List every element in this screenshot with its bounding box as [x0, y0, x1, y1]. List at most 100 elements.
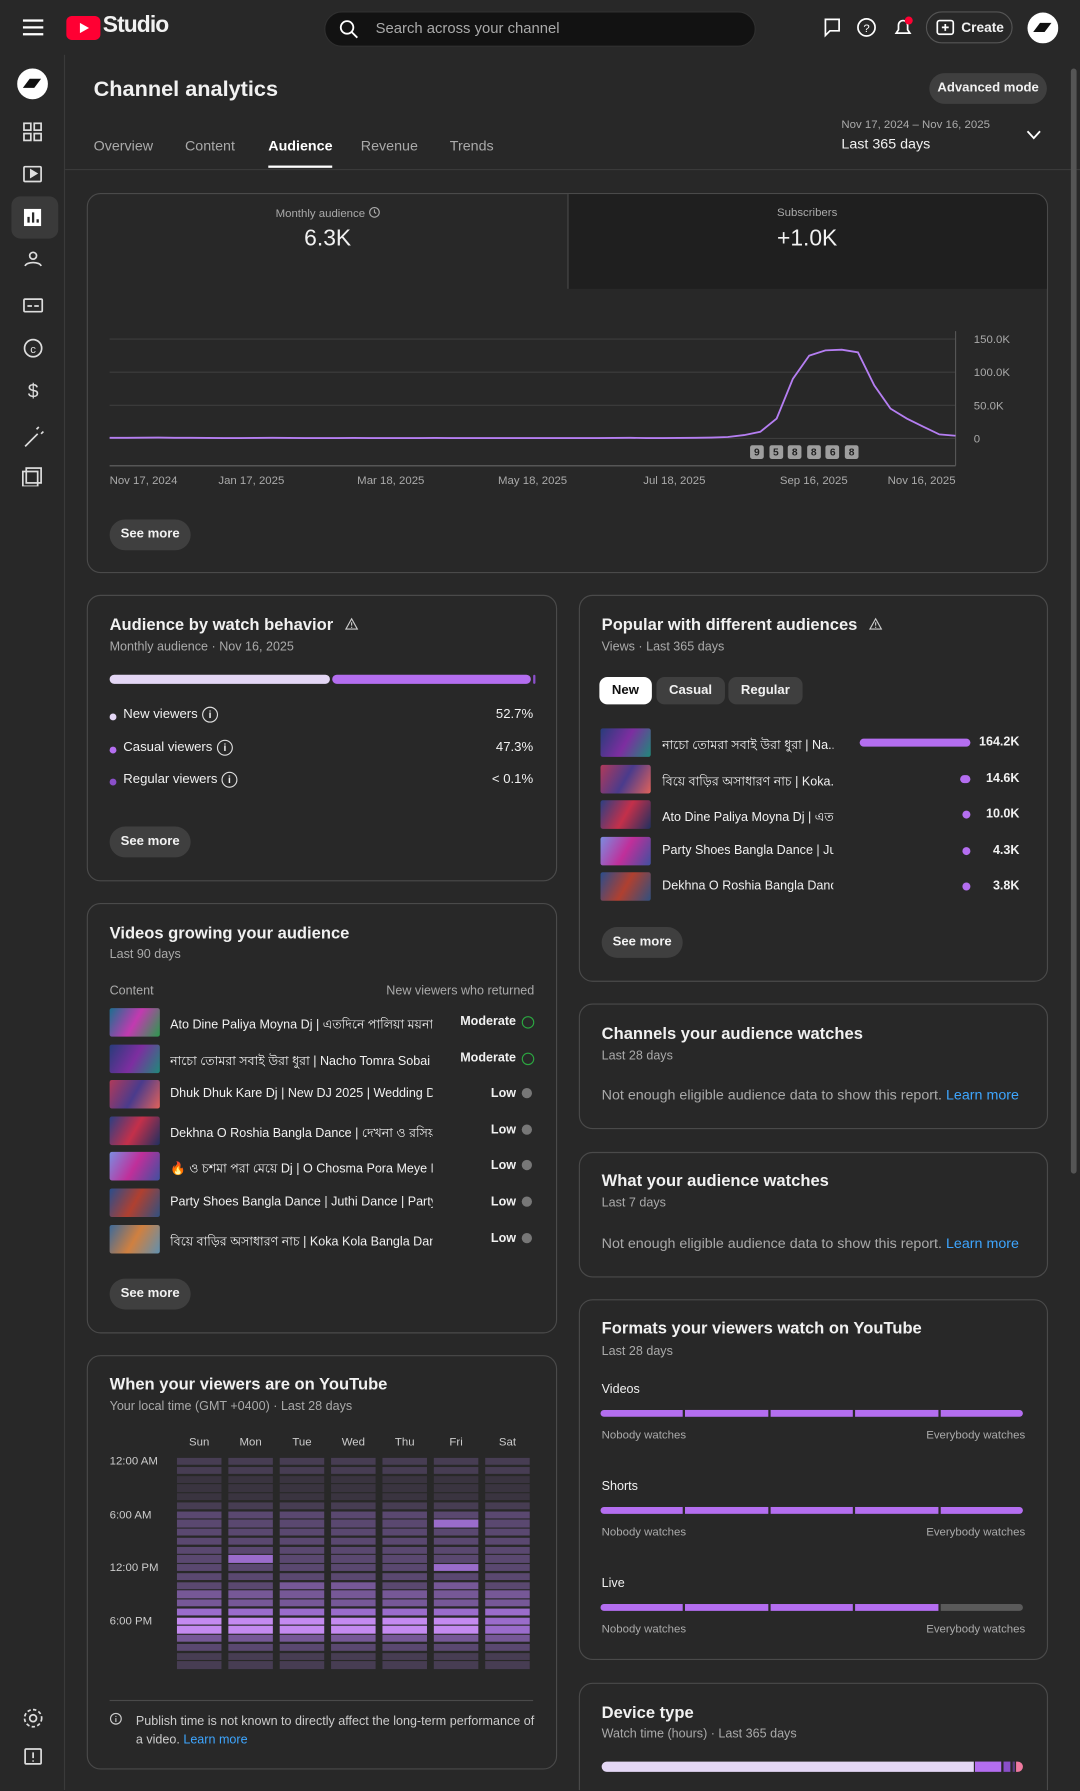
upload-marker[interactable]: 8 — [787, 445, 802, 459]
filter-chip[interactable]: New — [599, 676, 652, 705]
info-icon[interactable]: i — [202, 706, 219, 723]
thumbnail[interactable] — [109, 1116, 160, 1145]
search-box[interactable] — [324, 11, 756, 47]
thumbnail[interactable] — [600, 872, 651, 901]
heat-cell — [485, 1493, 530, 1501]
learn-more-link[interactable]: Learn more — [183, 1733, 248, 1747]
view-bar — [962, 882, 971, 891]
heat-cell — [331, 1528, 376, 1536]
tab[interactable]: Audience — [268, 138, 333, 155]
thumbnail[interactable] — [600, 764, 651, 793]
nav-icons[interactable]: c $ — [21, 121, 45, 487]
info-icon[interactable]: i — [216, 739, 233, 756]
thumbnail[interactable] — [600, 800, 651, 829]
channel-avatar[interactable] — [17, 68, 48, 100]
heat-cell — [382, 1572, 427, 1581]
device-segment — [601, 1761, 974, 1772]
heat-cell — [176, 1457, 222, 1466]
legend-label: Regular viewers — [123, 772, 218, 787]
upload-marker[interactable]: 6 — [825, 445, 840, 459]
warning-icon[interactable] — [868, 617, 883, 631]
create-button[interactable] — [925, 11, 1013, 44]
video-title[interactable]: Party Shoes Bangla Dance | Juthi Dance |… — [170, 1195, 433, 1210]
filter-chip[interactable]: Regular — [728, 676, 803, 705]
info-icon[interactable]: i — [221, 771, 238, 788]
heat-cell — [331, 1652, 376, 1660]
video-title[interactable]: 🔥 ও চশমা পরা মেয়ে Dj | O Chosma Pora Me… — [170, 1162, 433, 1177]
day-label: Mon — [239, 1436, 262, 1449]
video-title[interactable]: নাচো তোমরা সবাই উরা ধুরা | Na... — [662, 738, 834, 753]
video-title[interactable]: Party Shoes Bangla Dance | Ju... — [662, 843, 834, 857]
heat-cell — [279, 1608, 325, 1616]
learn-more-link[interactable]: Learn more — [945, 1086, 1019, 1103]
heat-cell — [485, 1564, 530, 1572]
date-period[interactable]: Last 365 days — [841, 135, 931, 152]
thumbnail[interactable] — [109, 1008, 160, 1037]
heat-cell — [176, 1555, 222, 1563]
upload-marker[interactable]: 5 — [769, 445, 783, 459]
date-chevron[interactable] — [1026, 130, 1041, 140]
time-label: 12:00 AM — [109, 1455, 158, 1469]
legend-value: 47.3% — [495, 740, 534, 755]
legend-dot — [109, 746, 117, 753]
tab[interactable]: Revenue — [360, 138, 418, 155]
tab[interactable]: Content — [184, 138, 235, 155]
video-title[interactable]: Dekhna O Roshia Bangla Dance | দেখনা ও র… — [170, 1126, 433, 1141]
info-icon[interactable] — [368, 206, 380, 218]
thumbnail[interactable] — [600, 836, 651, 865]
y-tick-label: 150.0K — [974, 334, 1011, 346]
filter-chip[interactable]: Casual — [656, 676, 725, 705]
create-label[interactable]: Create — [961, 19, 1004, 36]
scale-high: Everybody watches — [926, 1623, 1026, 1636]
thumbnail[interactable] — [109, 1080, 160, 1109]
upload-marker[interactable]: 8 — [844, 445, 859, 459]
see-more-button[interactable]: See more — [109, 826, 191, 858]
video-title[interactable]: Dhuk Dhuk Kare Dj | New DJ 2025 | Weddin… — [170, 1087, 433, 1101]
video-title[interactable]: বিয়ে বাড়ির অসাধারণ নাচ | Koka... — [662, 774, 834, 789]
x-tick-label: Jan 17, 2025 — [218, 475, 284, 487]
help-icon[interactable]: ? — [856, 17, 877, 38]
thumbnail[interactable] — [109, 1188, 160, 1217]
format-segment — [600, 1409, 684, 1417]
warning-icon[interactable] — [344, 617, 359, 631]
format-segment — [685, 1409, 769, 1417]
logo-icon[interactable] — [66, 15, 101, 40]
thumbnail[interactable] — [600, 728, 651, 757]
thumbnail[interactable] — [109, 1044, 160, 1073]
upload-marker[interactable]: 8 — [806, 445, 821, 459]
learn-more-link[interactable]: Learn more — [945, 1235, 1019, 1252]
thumbnail[interactable] — [109, 1152, 160, 1181]
video-title[interactable]: Dekhna O Roshia Bangla Danc... — [662, 879, 834, 893]
see-more-button[interactable]: See more — [601, 927, 683, 958]
scrollbar[interactable] — [1070, 68, 1077, 1174]
formats-card — [578, 1299, 1049, 1660]
heat-cell — [228, 1555, 273, 1563]
avatar[interactable] — [1027, 12, 1059, 44]
tab[interactable]: Overview — [93, 138, 154, 155]
see-more-button[interactable]: See more — [109, 519, 191, 551]
legend-value: < 0.1% — [491, 772, 534, 787]
video-title[interactable]: নাচো তোমরা সবাই উরা ধুরা | Nacho Tomra S… — [170, 1054, 433, 1069]
nav-bottom-icons[interactable] — [22, 1707, 45, 1771]
video-title[interactable]: বিয়ে বাড়ির অসাধারণ নাচ | Koka Kola Ban… — [170, 1234, 433, 1249]
notifications-icon[interactable] — [892, 16, 915, 39]
heat-cell — [279, 1564, 325, 1572]
video-title[interactable]: Ato Dine Paliya Moyna Dj | এতদিনে পালিয়… — [170, 1018, 433, 1033]
heat-cell — [433, 1475, 479, 1483]
upload-marker[interactable]: 9 — [750, 445, 764, 459]
video-title[interactable]: Ato Dine Paliya Moyna Dj | এত... — [662, 810, 834, 825]
heat-cell — [433, 1510, 479, 1519]
heat-cell — [485, 1625, 530, 1634]
return-level: Moderate — [460, 1050, 517, 1065]
heat-cell — [279, 1466, 325, 1474]
card-title-text: Audience by watch behavior — [109, 616, 334, 635]
see-more-button[interactable]: See more — [109, 1278, 191, 1310]
thumbnail[interactable] — [109, 1224, 160, 1254]
tab[interactable]: Trends — [449, 138, 494, 155]
advanced-mode-button[interactable]: Advanced mode — [929, 73, 1047, 104]
feedback-icon[interactable] — [823, 17, 844, 38]
stat-tab-inactive[interactable] — [567, 194, 1047, 289]
logo-text[interactable]: Studio — [102, 12, 169, 38]
menu-icon[interactable] — [22, 18, 44, 36]
info-icon — [109, 1712, 122, 1725]
